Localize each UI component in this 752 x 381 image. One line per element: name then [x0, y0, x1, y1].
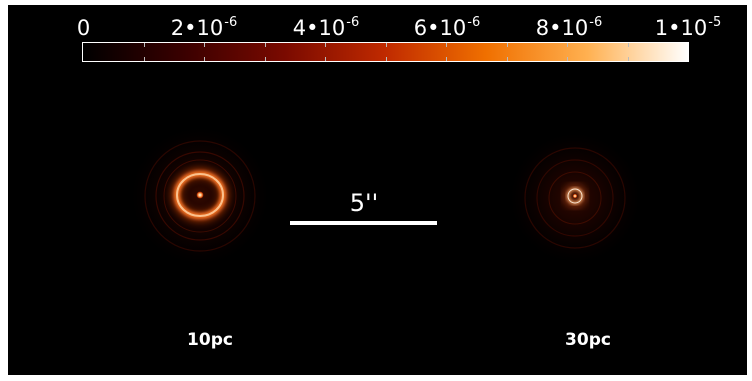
colorbar-tick-mark	[204, 43, 205, 47]
panel-label-10pc: 10pc	[187, 330, 233, 350]
colorbar-tick-mark	[628, 57, 629, 61]
colorbar-tick-mark	[144, 57, 145, 61]
colorbar-tick-label: 6•10-6	[413, 15, 481, 40]
colorbar-tick-mark	[265, 43, 266, 47]
colorbar-tick-mark	[507, 43, 508, 47]
colorbar-tick-mark	[567, 43, 568, 47]
colorbar-tick-label: 8•10-6	[535, 15, 603, 40]
colorbar-tick-mark	[325, 43, 326, 47]
colorbar-tick-mark	[567, 57, 568, 61]
image-frame: 0 2•10-6 4•10-6 6•10-6 8•10-6 1•10-5	[8, 5, 747, 375]
colorbar-tick-mark	[386, 57, 387, 61]
colorbar	[82, 42, 689, 62]
panel-label-30pc: 30pc	[565, 330, 611, 350]
disk-images	[128, 124, 643, 268]
colorbar-tick-mark	[446, 43, 447, 47]
colorbar-tick-label: 1•10-5	[654, 15, 722, 40]
disk-image-30pc	[507, 130, 643, 266]
colorbar-tick-mark	[204, 57, 205, 61]
scale-bar-label: 5''	[349, 189, 379, 217]
colorbar-tick-mark	[265, 57, 266, 61]
colorbar-tick-label: 2•10-6	[170, 15, 238, 40]
colorbar-tick-mark	[446, 57, 447, 61]
colorbar-tick-mark	[144, 43, 145, 47]
colorbar-tick-mark	[507, 57, 508, 61]
colorbar-tick-label: 4•10-6	[292, 15, 360, 40]
colorbar-tick-mark	[325, 57, 326, 61]
scale-bar	[290, 221, 437, 225]
colorbar-tick-mark	[628, 43, 629, 47]
colorbar-tick-mark	[386, 43, 387, 47]
disk-image-10pc	[128, 124, 272, 268]
colorbar-tick-label: 0	[76, 16, 91, 40]
